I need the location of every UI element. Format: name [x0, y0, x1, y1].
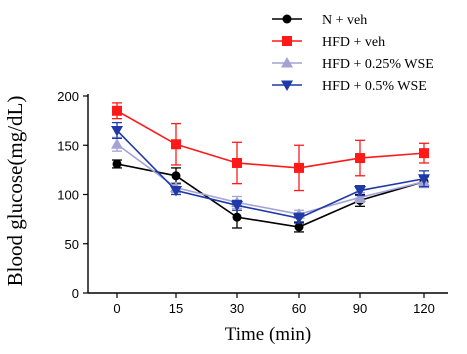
data-point	[294, 162, 304, 173]
legend-item: N + veh	[272, 13, 367, 28]
data-point	[170, 186, 182, 197]
series-line	[116, 129, 425, 219]
data-point	[354, 191, 366, 202]
data-point	[231, 200, 243, 212]
data-point	[171, 171, 181, 181]
legend-item: HFD + 0.5% WSE	[272, 79, 427, 94]
y-tick-label: 0	[72, 286, 79, 301]
x-tick-label: 90	[353, 301, 367, 316]
legend: N + veh HFD + veh HFD + 0.25% WSE HFD + 0.5…	[272, 13, 434, 94]
data-point	[232, 157, 242, 168]
legend-label: HFD + 0.25% WSE	[322, 57, 434, 72]
legend-marker	[281, 80, 293, 91]
data-point	[419, 148, 429, 159]
data-point	[354, 186, 366, 197]
data-point	[294, 222, 304, 232]
x-tick-label: 0	[113, 301, 120, 316]
legend-marker	[281, 57, 293, 68]
legend-label: N + veh	[322, 13, 367, 28]
legend-label: HFD + 0.5% WSE	[322, 79, 427, 94]
y-tick-label: 50	[65, 237, 79, 252]
legend-label: HFD + veh	[322, 35, 385, 50]
legend-marker	[282, 36, 292, 46]
data-point	[418, 174, 430, 185]
series-3	[111, 136, 430, 219]
data-point	[111, 125, 123, 137]
x-axis-title: Time (min)	[225, 324, 311, 345]
series-2	[112, 102, 429, 192]
x-tick-label: 120	[413, 301, 435, 316]
y-tick-label: 150	[57, 138, 79, 153]
series-4	[111, 121, 430, 225]
data-point	[232, 212, 242, 222]
data-point	[112, 105, 122, 116]
series-line	[116, 110, 425, 169]
series-line	[116, 143, 425, 216]
series-line	[116, 163, 425, 228]
series-1	[112, 159, 429, 233]
legend-item: HFD + 0.25% WSE	[272, 57, 434, 72]
x-tick-label: 30	[230, 301, 244, 316]
data-point	[355, 153, 365, 164]
data-point	[112, 159, 122, 169]
y-tick-label: 200	[57, 89, 79, 104]
data-point	[111, 138, 123, 149]
y-tick-label: 100	[57, 188, 79, 203]
legend-marker	[282, 14, 292, 24]
x-tick-label: 15	[169, 301, 183, 316]
data-point	[293, 213, 305, 225]
plot-area: 0 50 100 150 200 0 15 30 60 90 120	[57, 89, 448, 316]
x-tick-label: 60	[292, 301, 306, 316]
data-point	[171, 139, 181, 150]
legend-item: HFD + veh	[272, 35, 385, 50]
y-axis-title: Blood glucose(mg/dL)	[3, 96, 27, 287]
